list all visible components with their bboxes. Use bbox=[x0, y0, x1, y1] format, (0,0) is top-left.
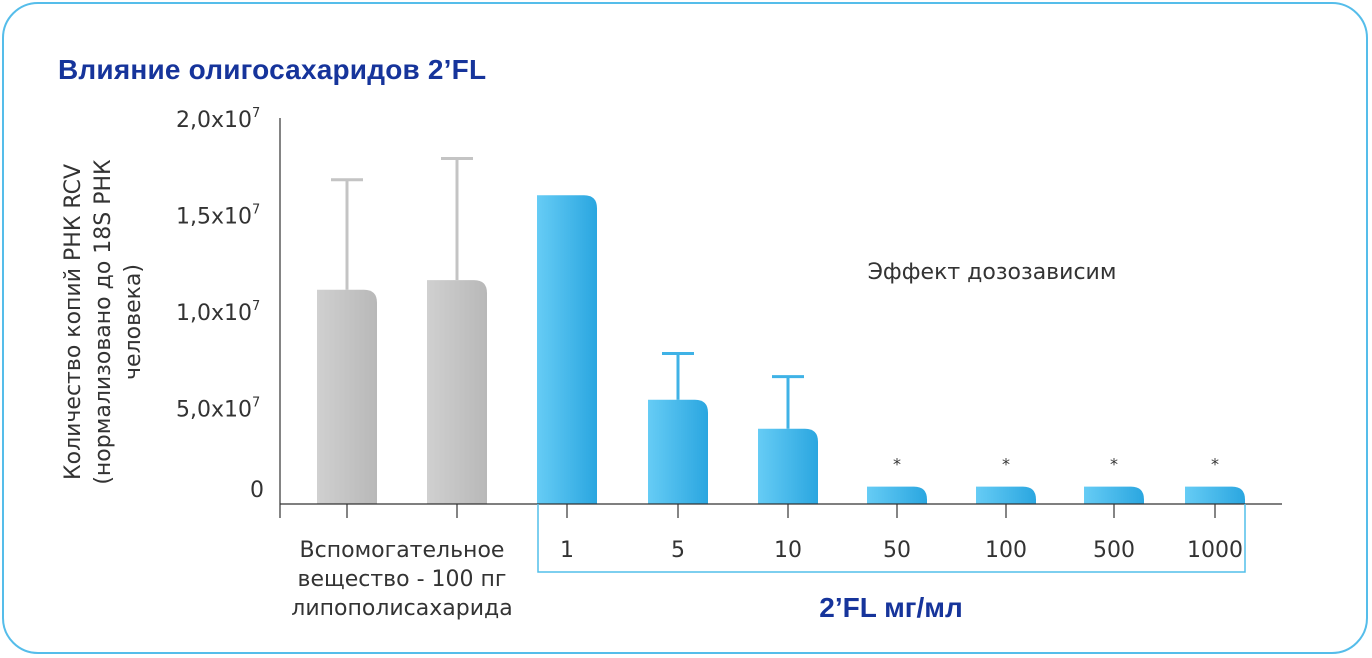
chart-title: Влияние олигосахаридов 2’FL bbox=[58, 54, 487, 85]
bar bbox=[1084, 486, 1144, 504]
y-tick-label: 1,5x107 bbox=[176, 203, 260, 230]
control-group-label: Вспомогательное вещество - 100 пг липополи… bbox=[291, 538, 512, 621]
bar bbox=[537, 195, 597, 504]
group-bracket bbox=[537, 504, 1246, 573]
bar bbox=[976, 486, 1036, 504]
significance-star: * bbox=[1110, 455, 1118, 474]
bar bbox=[758, 428, 818, 504]
x-category-label: 1 bbox=[560, 538, 574, 563]
y-tick-label: 1,0x107 bbox=[176, 299, 260, 326]
y-tick-label: 5,0x107 bbox=[176, 396, 260, 423]
x-category-label: 10 bbox=[774, 538, 802, 563]
bar bbox=[427, 280, 487, 504]
y-tick-label: 2,0x107 bbox=[176, 106, 260, 133]
bar bbox=[1185, 486, 1245, 504]
significance-star: * bbox=[1002, 455, 1010, 474]
significance-star: * bbox=[1211, 455, 1219, 474]
annotation-text: Эффект дозозависим bbox=[868, 260, 1117, 285]
significance-star: * bbox=[893, 455, 901, 474]
y-axis-title: Количество копий РНК RCV (нормализовано д… bbox=[61, 159, 146, 485]
x-category-label: 1000 bbox=[1187, 538, 1243, 563]
x-category-label: 50 bbox=[883, 538, 911, 563]
x-category-label: 5 bbox=[671, 538, 685, 563]
group-title: 2’FL мг/мл bbox=[819, 592, 963, 623]
y-tick-label: 0 bbox=[250, 478, 264, 503]
bar bbox=[648, 399, 708, 504]
bar bbox=[317, 289, 377, 504]
x-category-label: 500 bbox=[1093, 538, 1135, 563]
bar bbox=[867, 486, 927, 504]
x-category-label: 100 bbox=[985, 538, 1027, 563]
